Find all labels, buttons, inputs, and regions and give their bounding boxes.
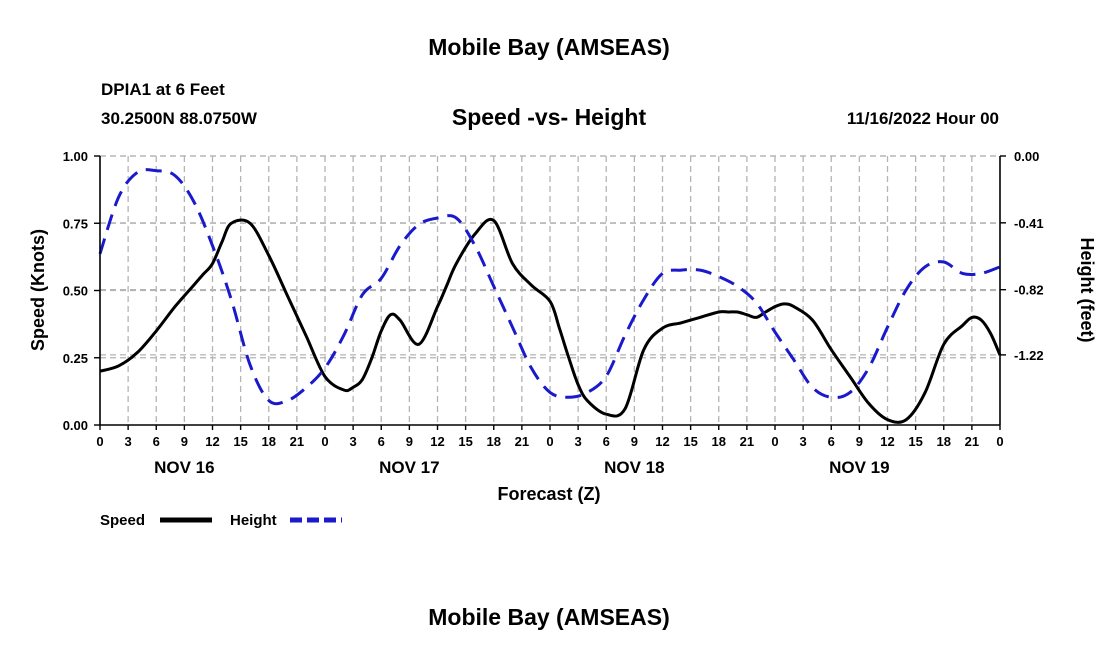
x-tick-label: 9 [856,434,863,449]
x-tick-label: 21 [965,434,979,449]
y2-tick-label: -1.22 [1014,348,1044,363]
series-line-height [98,168,1001,406]
y-tick-label: 0.25 [63,351,88,366]
y2-tick-label: -0.82 [1014,283,1044,298]
grid-lines [100,155,1000,425]
x-tick-label: 9 [181,434,188,449]
x-tick-label: 0 [96,434,103,449]
x-tick-label: 15 [683,434,697,449]
y-tick-label: 0.50 [63,284,88,299]
x-day-label: NOV 16 [154,458,214,477]
x-tick-label: 18 [712,434,726,449]
tick-labels: 0 3 6 9 12 15 18 21 0 3 6 9 12 15 18 21 0 3 6 9 12 15 18 21 0 3 6 9… [63,149,1044,477]
x-tick-label: 12 [205,434,219,449]
x-tick-label: 18 [487,434,501,449]
x-tick-label: 3 [800,434,807,449]
x-day-label: NOV 18 [604,458,664,477]
legend: Speed Height [100,512,342,529]
x-day-label: NOV 19 [829,458,889,477]
y2-tick-label: -0.41 [1014,216,1044,231]
axes [94,155,1006,430]
x-tick-label: 3 [125,434,132,449]
x-tick-label: 12 [655,434,669,449]
x-tick-label: 9 [406,434,413,449]
x-tick-label: 3 [350,434,357,449]
y2-axis-label: Height (feet) [1077,238,1097,343]
y2-tick-label: 0.00 [1014,149,1039,164]
footer-title: Mobile Bay (AMSEAS) [428,604,670,630]
x-tick-label: 21 [740,434,754,449]
x-tick-label: 18 [262,434,276,449]
x-tick-label: 3 [575,434,582,449]
y-axis-label: Speed (Knots) [28,229,48,351]
y-tick-label: 0.00 [63,418,88,433]
x-tick-label: 18 [937,434,951,449]
x-tick-label: 6 [603,434,610,449]
legend-height-label: Height [230,512,277,529]
series-line-speed [99,217,1002,424]
x-tick-label: 21 [290,434,304,449]
x-tick-label: 0 [546,434,553,449]
forecast-datetime: 11/16/2022 Hour 00 [847,109,999,128]
x-tick-label: 0 [996,434,1003,449]
x-tick-label: 6 [153,434,160,449]
legend-speed-label: Speed [100,512,145,529]
y-tick-label: 0.75 [63,216,88,231]
station-label: DPIA1 at 6 Feet [101,80,225,99]
x-tick-label: 0 [321,434,328,449]
x-tick-label: 9 [631,434,638,449]
x-tick-label: 12 [430,434,444,449]
x-tick-label: 21 [515,434,529,449]
x-day-label: NOV 17 [379,458,439,477]
y-tick-label: 1.00 [63,149,88,164]
x-tick-label: 12 [880,434,894,449]
page-title: Mobile Bay (AMSEAS) [428,34,670,60]
x-tick-label: 15 [233,434,247,449]
x-axis-label: Forecast (Z) [497,484,600,504]
x-tick-label: 0 [771,434,778,449]
x-tick-label: 15 [908,434,922,449]
x-tick-label: 6 [828,434,835,449]
chart-title: Speed -vs- Height [452,104,647,130]
series-lines [98,168,1002,424]
x-tick-label: 15 [458,434,472,449]
station-coords: 30.2500N 88.0750W [101,109,258,128]
x-tick-label: 6 [378,434,385,449]
